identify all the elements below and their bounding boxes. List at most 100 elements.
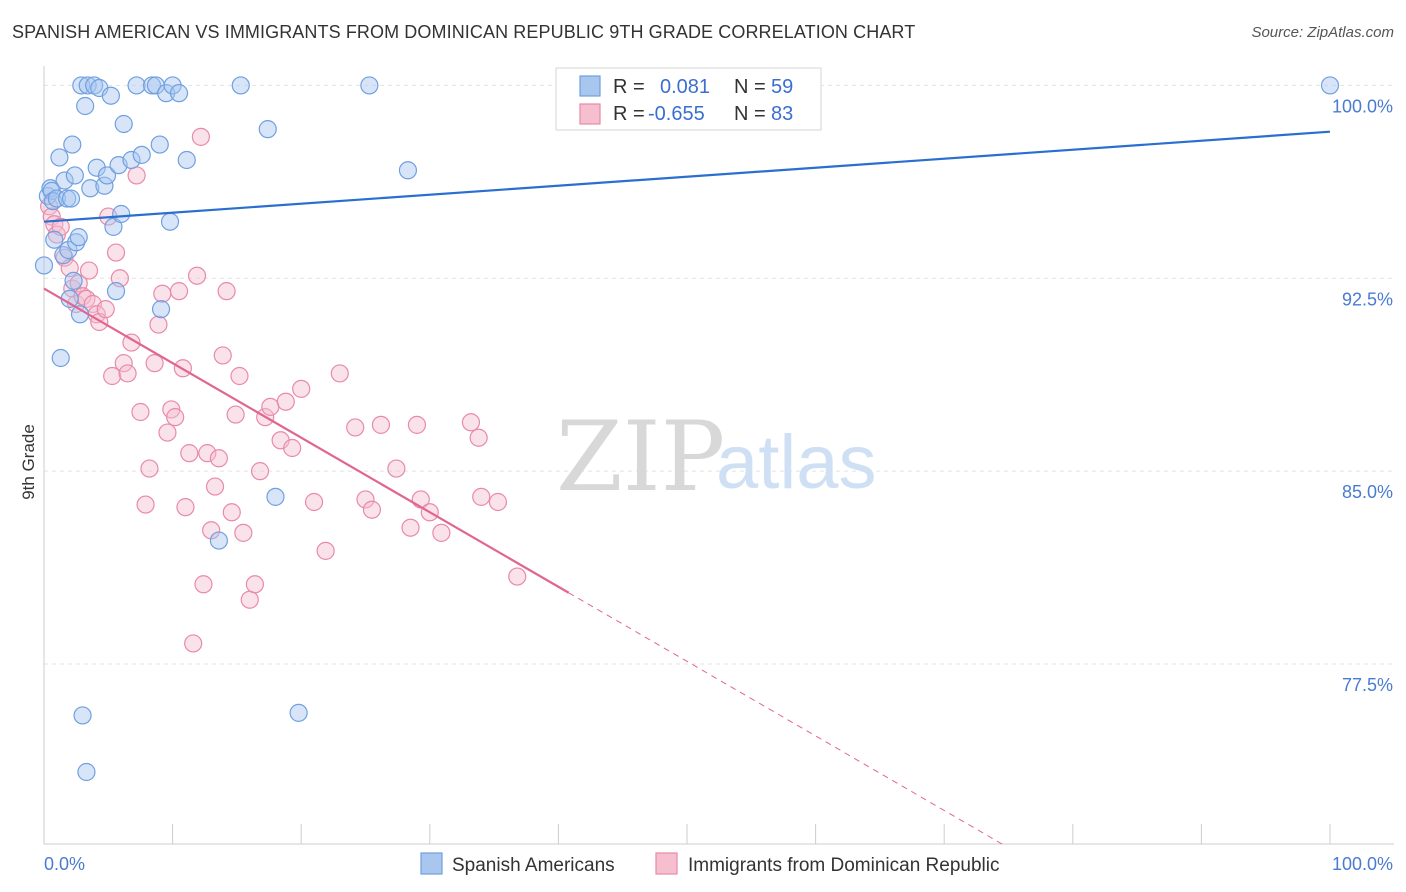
dominican-point-41 [194, 575, 213, 594]
spanish-point-48 [169, 84, 189, 103]
spanish-point-37 [114, 114, 133, 134]
correlation-legend: R = 0.081 N = 59 R = -0.655 N = 83 [555, 67, 822, 131]
dominican-point-50 [230, 366, 249, 386]
spanish-point-11 [58, 189, 77, 208]
dominican-point-45 [209, 449, 228, 468]
dominican-point-64 [346, 418, 365, 437]
dominican-point-19 [106, 243, 126, 262]
dominican-point-63 [330, 364, 349, 383]
dominican-point-53 [245, 575, 265, 594]
dominican-point-76 [472, 487, 491, 506]
legend-n-label-2: N = [734, 103, 766, 125]
spanish-point-6 [47, 189, 66, 208]
tick-labels: 100.0% 92.5% 85.0% 77.5% 0.0% 100.0% [44, 96, 1393, 874]
dominican-point-69 [401, 518, 420, 537]
dominican-point-24 [127, 166, 146, 185]
dominican-point-39 [187, 266, 207, 285]
dominican-point-51 [234, 523, 253, 542]
spanish-point-15 [63, 135, 82, 154]
dominican-point-31 [158, 423, 177, 442]
x-tick-label-1: 100.0% [1332, 854, 1393, 874]
legend-swatch-dominican [579, 103, 601, 125]
spanish-point-36 [112, 204, 131, 224]
dominican-point-46 [213, 346, 232, 365]
dominican-point-48 [222, 503, 241, 522]
y-tick-label-0: 100.0% [1332, 96, 1393, 116]
dominican-point-33 [166, 408, 185, 427]
spanish-point-12 [59, 240, 78, 260]
dominican-point-77 [488, 492, 508, 512]
dominican-point-78 [508, 567, 527, 586]
dominican-point-56 [261, 397, 280, 416]
spanish-point-17 [65, 166, 84, 185]
watermark: ZIP atlas [556, 401, 877, 513]
watermark-atlas: atlas [716, 420, 877, 505]
dominican-point-66 [362, 500, 382, 519]
legend-n-value-1: 59 [771, 76, 793, 98]
spanish-point-32 [101, 86, 120, 105]
spanish-point-10 [55, 171, 74, 190]
y-axis-label: 9th Grade [19, 424, 38, 500]
chart-title: SPANISH AMERICAN VS IMMIGRANTS FROM DOMI… [12, 22, 916, 42]
series-dominican-points [40, 127, 527, 653]
dominican-point-74 [461, 413, 481, 432]
spanish-point-19 [69, 228, 88, 247]
dominican-point-73 [432, 523, 451, 542]
legend-r-label-2: R = [613, 103, 645, 125]
trend-line-dominican [43, 287, 570, 594]
y-tick-label-2: 85.0% [1342, 482, 1393, 502]
legend-r-value-2: -0.655 [648, 103, 705, 125]
spanish-point-9 [54, 246, 73, 265]
trend-lines [43, 130, 1331, 845]
source-credit: Source: ZipAtlas.com [1251, 24, 1394, 41]
spanish-point-52 [258, 120, 277, 139]
spanish-point-41 [142, 76, 162, 95]
spanish-point-53 [266, 487, 285, 506]
legend-r-label-1: R = [613, 76, 645, 98]
dominican-point-60 [292, 379, 311, 398]
spanish-point-14 [61, 189, 81, 208]
series-spanish-points [34, 76, 1340, 782]
spanish-point-54 [289, 703, 308, 722]
spanish-point-49 [177, 150, 196, 170]
spanish-point-27 [85, 76, 104, 95]
legend-n-value-2: 83 [771, 103, 793, 125]
legend-r-value-1: 0.081 [660, 76, 710, 98]
dominican-point-40 [191, 127, 210, 146]
spanish-point-31 [97, 166, 117, 185]
dominican-point-38 [184, 634, 203, 653]
dominican-point-44 [205, 477, 225, 496]
series-legend-swatch-dominican [655, 852, 678, 875]
dominican-point-68 [387, 459, 406, 478]
spanish-point-8 [51, 348, 70, 368]
dominican-point-25 [131, 402, 150, 422]
dominican-point-23 [122, 333, 141, 352]
y-tick-label-1: 92.5% [1342, 289, 1393, 309]
dominican-point-59 [283, 438, 302, 458]
dominican-point-30 [153, 284, 172, 303]
series-legend: Spanish Americans Immigrants from Domini… [420, 852, 1000, 876]
spanish-point-44 [151, 300, 171, 319]
spanish-point-57 [1320, 76, 1340, 95]
dominican-point-65 [356, 490, 375, 509]
spanish-point-40 [132, 145, 151, 164]
spanish-point-16 [64, 271, 83, 290]
spanish-point-22 [73, 706, 92, 725]
dominican-point-36 [176, 498, 195, 517]
spanish-point-30 [95, 176, 114, 195]
series-legend-label-spanish: Spanish Americans [452, 855, 615, 876]
spanish-point-34 [106, 282, 126, 301]
dominican-point-12 [79, 261, 99, 280]
spanish-point-25 [78, 76, 97, 95]
spanish-point-24 [77, 762, 96, 782]
dominican-point-52 [240, 590, 259, 609]
dominican-point-49 [226, 405, 245, 424]
dominican-point-22 [118, 364, 137, 383]
spanish-point-51 [231, 76, 250, 95]
spanish-point-50 [209, 531, 228, 550]
x-tick-label-0: 0.0% [44, 854, 85, 874]
dominican-point-34 [169, 282, 189, 301]
spanish-point-26 [81, 179, 100, 198]
spanish-point-5 [45, 230, 64, 249]
